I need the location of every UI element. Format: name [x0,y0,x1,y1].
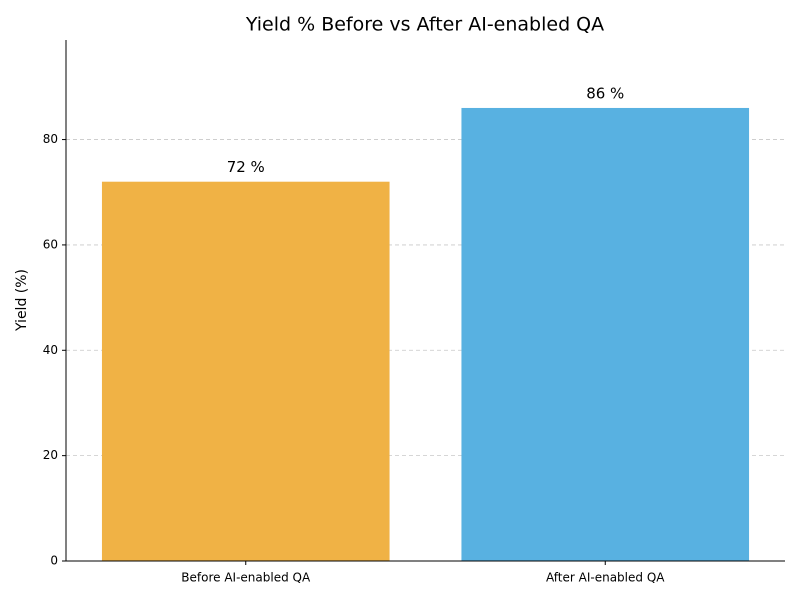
bar [461,107,750,562]
bar [101,181,390,562]
chart-title: Yield % Before vs After AI-enabled QA [245,14,604,36]
value-label: 72 % [227,158,265,176]
y-tick-label: 0 [50,554,58,568]
y-tick-label: 80 [43,132,58,146]
y-tick-label: 60 [43,237,58,251]
x-tick-label: Before AI-enabled QA [181,571,311,585]
y-tick-label: 20 [43,448,58,462]
y-tick-label: 40 [43,343,58,357]
x-tick-label: After AI-enabled QA [546,571,665,585]
y-axis-label: Yield (%) [14,269,30,332]
value-label: 86 % [586,84,624,102]
